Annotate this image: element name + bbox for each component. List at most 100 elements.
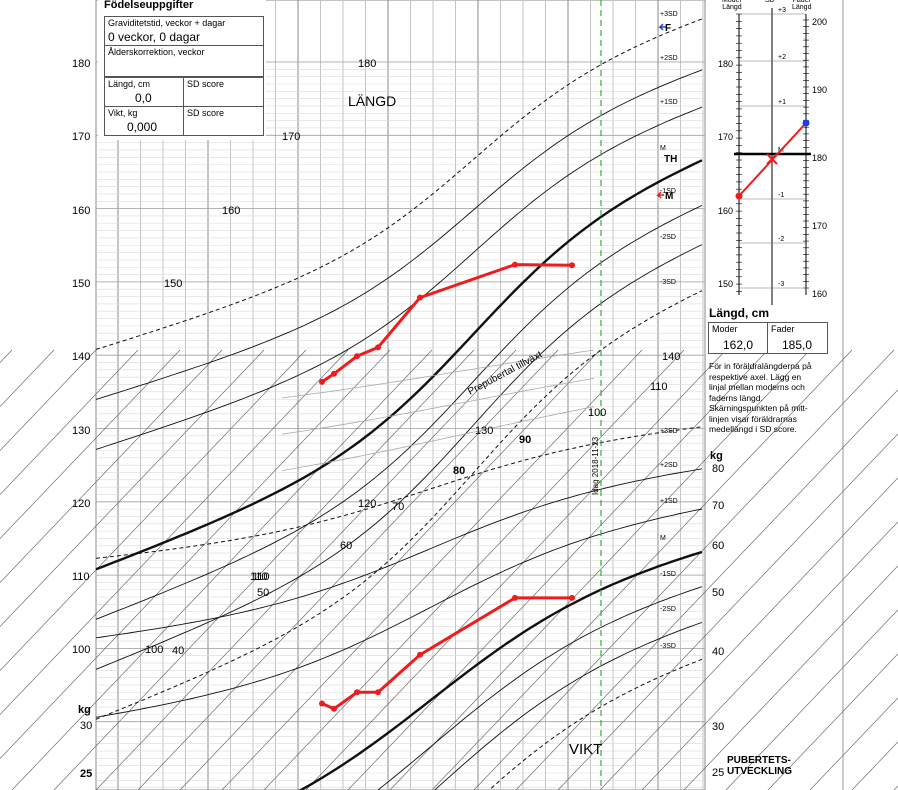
diagonal-line <box>389 349 811 790</box>
reference-curves <box>95 0 703 790</box>
mother-height-cell[interactable]: Moder 162,0 <box>708 322 768 354</box>
height-axis-tick: 130 <box>72 425 90 437</box>
length-sd-cell[interactable]: SD score <box>183 77 264 107</box>
height-sd-label: -1SD <box>660 188 676 195</box>
sd-tick-label: +3 <box>778 7 786 14</box>
gestation-value: 0 veckor, 0 dagar <box>108 30 201 44</box>
sd-tick-label: -2 <box>778 236 784 243</box>
chart-frame <box>95 0 706 790</box>
diagonal-line <box>515 389 898 790</box>
height-sd-curve <box>95 159 703 571</box>
diagonal-line <box>0 349 139 496</box>
height-data-point <box>319 378 325 385</box>
height-diagonal-label: 130 <box>475 425 493 437</box>
diagonal-line <box>557 433 898 790</box>
weight-sd-curve <box>488 658 703 790</box>
mother-marker: M <box>665 191 673 202</box>
height-sd-curve <box>95 18 703 350</box>
length-cell[interactable]: Längd, cm 0,0 <box>104 77 184 107</box>
target-height-marker: TH <box>664 154 677 165</box>
weight-value: 0,000 <box>127 120 158 134</box>
weight-right-tick: 80 <box>712 463 724 475</box>
diagonal-line <box>0 349 13 364</box>
mother-marker-arrow <box>656 191 664 199</box>
weight-sd-label: M <box>660 535 666 542</box>
diagonal-line <box>305 349 727 790</box>
gestation-cell[interactable]: Graviditetstid, veckor + dagar 0 veckor,… <box>104 16 264 46</box>
height-axis-tick: 100 <box>72 644 90 656</box>
weight-sd-label: -3SD <box>660 643 676 650</box>
diagonal-line <box>221 349 643 790</box>
diagonal-line <box>641 521 898 790</box>
height-axis-tick: 170 <box>72 131 90 143</box>
prepubertal-curve <box>281 349 595 399</box>
diagonal-line <box>893 785 898 790</box>
height-data-point <box>417 294 423 301</box>
father-tick-label: 200 <box>812 17 827 27</box>
height-data-point <box>375 344 381 351</box>
diagonal-line <box>431 349 853 790</box>
today-label: Idag 2018-11-23 <box>591 436 600 495</box>
height-axis-tick: 160 <box>72 205 90 217</box>
height-diagonal-label: 100 <box>145 644 163 656</box>
mother-tick-label: 180 <box>718 59 733 69</box>
weight-right-tick: 50 <box>712 587 724 599</box>
diagonal-line <box>0 349 349 716</box>
birth-info-title: Födelseuppgifter <box>104 0 194 11</box>
weight-sd-curve <box>95 468 703 639</box>
prepubertal-curve <box>281 406 595 471</box>
height-axis-tick: 140 <box>72 351 90 363</box>
parent-header-sd: SD <box>765 0 775 4</box>
father-dot <box>802 119 810 127</box>
weight-diagonal-label: 50 <box>257 587 269 599</box>
weight-right-tick: 40 <box>712 646 724 658</box>
father-height-cell[interactable]: Fader 185,0 <box>767 322 828 354</box>
diagonal-line <box>767 653 898 790</box>
weight-diagonal-label: 90 <box>519 434 531 446</box>
height-axis-tick: 180 <box>72 58 90 70</box>
weight-right-tick: 70 <box>712 500 724 512</box>
diagonal-line <box>0 349 55 408</box>
age-correction-label: Ålderskorrektion, veckor <box>108 47 205 57</box>
weight-title: VIKT <box>569 741 602 758</box>
weight-cell[interactable]: Vikt, kg 0,000 <box>104 106 184 136</box>
prepubertal-curve <box>281 377 595 435</box>
weight-diagonal-label: 70 <box>392 501 404 513</box>
weight-data-point <box>319 700 325 707</box>
height-sd-label: M <box>660 145 666 152</box>
diagonal-line <box>347 349 769 790</box>
mother-tick-label: 170 <box>718 132 733 142</box>
weight-sd-label: SD score <box>187 108 225 118</box>
weight-sd-curve <box>95 508 703 718</box>
gestation-label: Graviditetstid, veckor + dagar <box>108 18 226 28</box>
father-tick-label: 160 <box>812 289 827 299</box>
diagonal-line <box>95 349 517 790</box>
weight-diagonal-label: 110 <box>252 571 270 583</box>
height-sd-label: -2SD <box>660 234 676 241</box>
weight-sd-cell[interactable]: SD score <box>183 106 264 136</box>
weight-data-point <box>354 689 360 696</box>
diagonal-line <box>0 349 181 540</box>
diagonal-line <box>0 349 307 672</box>
weight-data-point <box>331 705 337 712</box>
father-height-value: 185,0 <box>782 338 813 352</box>
diagonal-line <box>263 349 685 790</box>
height-diagonal-label: 120 <box>358 498 376 510</box>
parent-instructions: För in föräldralängderna på respektive a… <box>709 361 812 434</box>
height-diagonal-label: 160 <box>222 205 240 217</box>
weight-right-tick: 30 <box>712 721 724 733</box>
diagonal-line <box>599 477 898 790</box>
height-sd-curve <box>95 106 703 450</box>
weight-right-tick: 25 <box>712 767 724 779</box>
kg-right-label: kg <box>710 450 723 462</box>
weight-diagonal-label: 80 <box>453 465 465 477</box>
diagonal-line <box>179 349 601 790</box>
weight-sd-curve <box>377 586 703 790</box>
height-sd-label: -3SD <box>660 279 676 286</box>
weight-diagonal-label: 100 <box>588 407 606 419</box>
age-correction-cell[interactable]: Ålderskorrektion, veckor <box>104 45 264 77</box>
height-sd-label: +3SD <box>660 11 678 18</box>
height-axis-tick: 150 <box>72 278 90 290</box>
diagonal-line <box>809 697 898 790</box>
